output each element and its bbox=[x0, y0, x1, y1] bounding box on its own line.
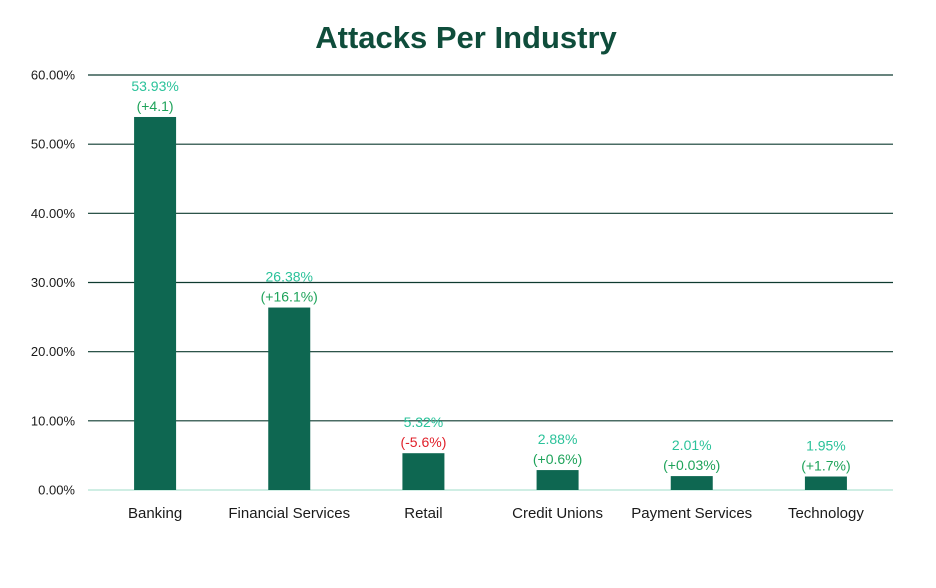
y-tick-label: 20.00% bbox=[31, 344, 76, 359]
category-label: Payment Services bbox=[631, 505, 752, 522]
change-label: (+0.6%) bbox=[533, 451, 582, 467]
gridlines bbox=[88, 74, 893, 491]
bars bbox=[134, 116, 847, 491]
y-tick-label: 50.00% bbox=[31, 137, 76, 152]
x-axis-categories: Banking Financial Services Retail Credit Un… bbox=[128, 505, 864, 522]
value-label: 26.38% bbox=[266, 269, 313, 285]
category-label: Credit Unions bbox=[512, 505, 603, 522]
change-label: (+0.03%) bbox=[663, 457, 720, 473]
y-tick-label: 10.00% bbox=[31, 413, 76, 428]
data-labels: 53.93% (+4.1) 26.38% (+16.1%) 5.32% (-5.6%) 2.… bbox=[131, 78, 850, 474]
change-label: (+16.1%) bbox=[261, 289, 318, 305]
y-axis-ticks: 0.00% 10.00% 20.00% 30.00% 40.00% 50.00% 60.00… bbox=[31, 68, 76, 498]
category-label: Retail bbox=[404, 505, 442, 522]
bar bbox=[670, 476, 713, 490]
change-label: (+1.7%) bbox=[801, 458, 850, 474]
y-tick-label: 30.00% bbox=[31, 275, 76, 290]
category-label: Financial Services bbox=[228, 505, 350, 522]
bar bbox=[804, 476, 847, 490]
value-label: 5.32% bbox=[404, 414, 444, 430]
y-tick-label: 60.00% bbox=[31, 68, 76, 83]
y-tick-label: 40.00% bbox=[31, 206, 76, 221]
bar bbox=[268, 307, 311, 490]
value-label: 53.93% bbox=[131, 78, 178, 94]
bar bbox=[134, 116, 177, 491]
bar bbox=[536, 470, 579, 490]
change-label: (+4.1) bbox=[137, 98, 174, 114]
value-label: 1.95% bbox=[806, 438, 846, 454]
value-label: 2.01% bbox=[672, 437, 712, 453]
change-label: (-5.6%) bbox=[400, 434, 446, 450]
value-label: 2.88% bbox=[538, 431, 578, 447]
y-tick-label: 0.00% bbox=[38, 483, 75, 498]
category-label: Technology bbox=[788, 505, 864, 522]
chart-title: Attacks Per Industry bbox=[315, 20, 617, 55]
category-label: Banking bbox=[128, 505, 182, 522]
bar bbox=[402, 453, 445, 490]
